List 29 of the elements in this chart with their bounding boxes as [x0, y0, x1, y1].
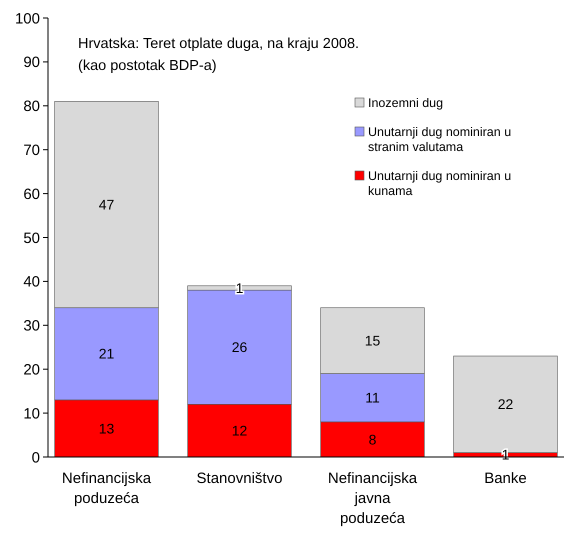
- y-tick-label: 40: [23, 274, 40, 291]
- data-label: 15: [364, 332, 380, 349]
- data-label: 47: [98, 196, 115, 212]
- y-tick-label: 80: [23, 98, 40, 116]
- y-tick-label: 20: [23, 361, 40, 378]
- text: (kao postotak BDP-a): [78, 58, 217, 74]
- text: Hrvatska: Teret otplate duga, na kraju 2008.: [78, 36, 360, 52]
- y-tick-label: 30: [23, 318, 40, 335]
- legend-label: Inozemni dug: [368, 96, 444, 110]
- x-tick-label: Nefinancijska javna poduzeća: [328, 470, 418, 527]
- y-tick-label: 90: [23, 54, 40, 72]
- y-tick-label: 0: [32, 449, 40, 466]
- y-tick-label: 50: [23, 230, 40, 247]
- y-tick-label: 10: [23, 405, 40, 422]
- legend-label: Unutarnji dug nominiran u kunama: [368, 169, 512, 198]
- x-tick-label: Stanovništvo: [196, 470, 282, 487]
- data-label: 13: [98, 420, 115, 436]
- data-label: 12: [232, 422, 248, 439]
- data-label: 11: [365, 390, 380, 406]
- data-label: 22: [498, 396, 514, 412]
- data-label: 8: [368, 431, 377, 448]
- data-label: 21: [98, 346, 115, 362]
- y-tick-label: 70: [23, 142, 40, 159]
- y-tick-label: 100: [14, 10, 40, 28]
- x-tick-label: Banke: [484, 470, 527, 487]
- legend-label: Unutarnji dug nominiran u stranim valutama: [368, 125, 512, 154]
- y-tick-label: 60: [23, 186, 40, 203]
- data-label: 26: [232, 339, 248, 356]
- x-tick-label: Nefinancijska poduzeća: [62, 470, 152, 507]
